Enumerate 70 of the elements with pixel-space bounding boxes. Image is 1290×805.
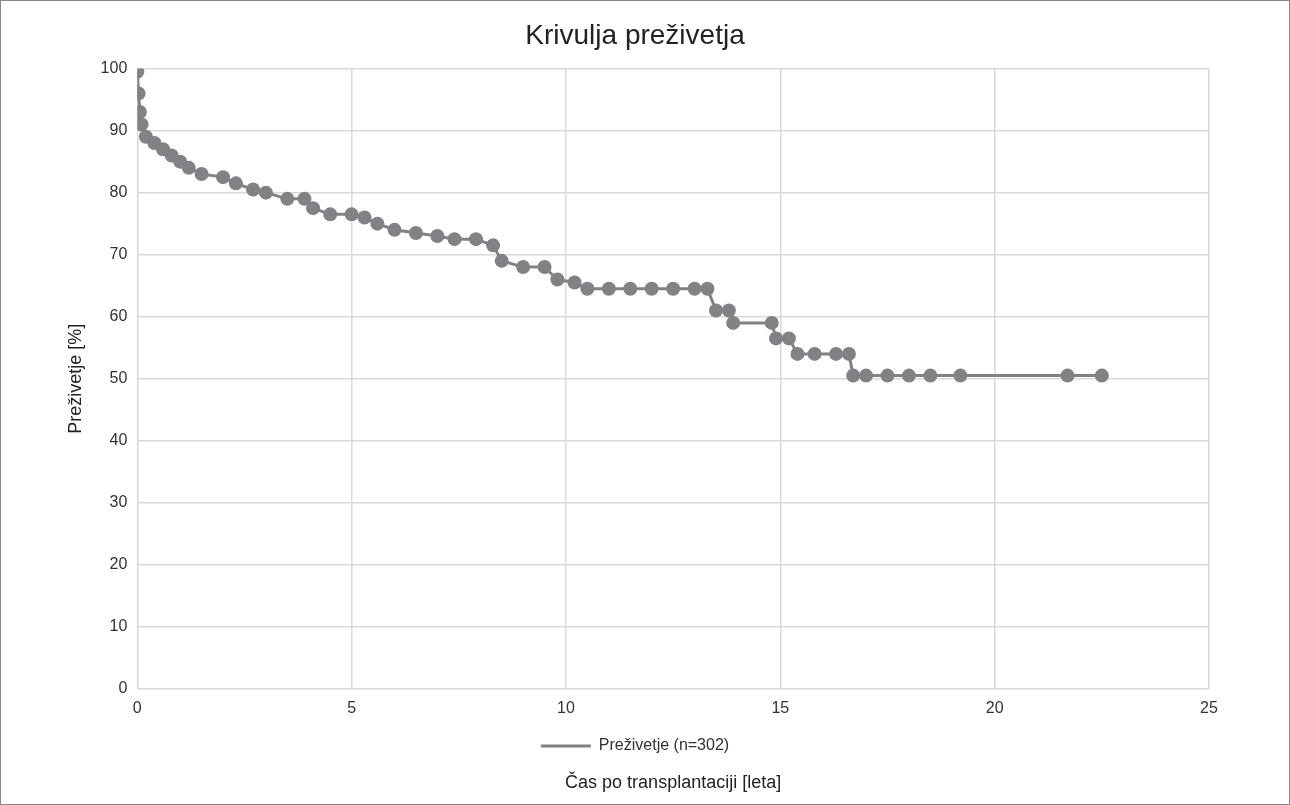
point bbox=[687, 281, 702, 296]
point bbox=[297, 191, 312, 206]
point bbox=[880, 368, 895, 383]
y-tick-label: 100 bbox=[100, 59, 128, 77]
point bbox=[726, 315, 741, 330]
point bbox=[781, 331, 796, 346]
point bbox=[841, 346, 856, 361]
point bbox=[601, 281, 616, 296]
point bbox=[370, 216, 385, 231]
y-tick-label: 70 bbox=[109, 245, 128, 263]
y-tick-label: 40 bbox=[109, 431, 128, 449]
point bbox=[807, 346, 822, 361]
y-tick-label: 20 bbox=[109, 555, 128, 573]
point bbox=[623, 281, 638, 296]
point bbox=[721, 303, 736, 318]
legend-label: Preživetje (n=302) bbox=[598, 736, 730, 754]
point bbox=[516, 260, 531, 275]
point bbox=[700, 281, 715, 296]
y-tick-label: 30 bbox=[109, 493, 128, 511]
point bbox=[430, 229, 445, 244]
point bbox=[550, 272, 565, 287]
point bbox=[567, 275, 582, 290]
point bbox=[323, 207, 338, 222]
point bbox=[790, 346, 805, 361]
point bbox=[901, 368, 916, 383]
point bbox=[859, 368, 874, 383]
point bbox=[709, 303, 724, 318]
point bbox=[408, 225, 423, 240]
x-tick-label: 15 bbox=[771, 698, 790, 716]
point bbox=[387, 222, 402, 237]
point bbox=[764, 315, 779, 330]
x-tick-label: 0 bbox=[132, 698, 142, 716]
point bbox=[246, 182, 261, 197]
chart-title: Krivulja preživetja bbox=[525, 18, 746, 50]
point bbox=[306, 201, 321, 216]
y-tick-label: 80 bbox=[109, 183, 128, 201]
x-axis-title: Čas po transplantaciji [leta] bbox=[565, 770, 782, 792]
point bbox=[280, 191, 295, 206]
point bbox=[537, 260, 552, 275]
point bbox=[644, 281, 659, 296]
point bbox=[666, 281, 681, 296]
point bbox=[1094, 368, 1109, 383]
x-tick-label: 5 bbox=[347, 698, 357, 716]
y-tick-label: 50 bbox=[109, 369, 128, 387]
point bbox=[923, 368, 938, 383]
point bbox=[468, 232, 483, 247]
point bbox=[258, 185, 273, 200]
point bbox=[580, 281, 595, 296]
point bbox=[494, 253, 509, 268]
x-tick-label: 10 bbox=[557, 698, 575, 716]
point bbox=[829, 346, 844, 361]
point bbox=[344, 207, 359, 222]
point bbox=[953, 368, 968, 383]
y-axis-title: Preživetje [%] bbox=[64, 323, 85, 434]
point bbox=[194, 167, 209, 182]
x-tick-label: 20 bbox=[985, 698, 1004, 716]
point bbox=[769, 331, 784, 346]
y-tick-label: 60 bbox=[109, 307, 128, 325]
y-tick-label: 90 bbox=[109, 121, 128, 139]
y-tick-label: 10 bbox=[109, 617, 128, 635]
x-tick-label: 25 bbox=[1200, 698, 1218, 716]
point bbox=[447, 232, 462, 247]
point bbox=[486, 238, 501, 253]
y-tick-label: 0 bbox=[118, 679, 128, 697]
point bbox=[216, 170, 231, 185]
point bbox=[357, 210, 372, 225]
point bbox=[228, 176, 243, 191]
point bbox=[1060, 368, 1075, 383]
point bbox=[181, 160, 196, 175]
point bbox=[846, 368, 861, 383]
